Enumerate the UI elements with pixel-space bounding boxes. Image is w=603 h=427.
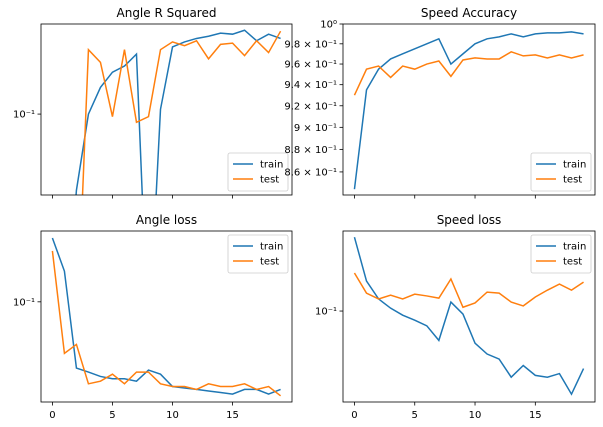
- x-tick-label: 0: [49, 410, 55, 421]
- subplot: Angle R Squared 10⁻¹ train test: [13, 6, 293, 199]
- plot-area: [353, 236, 585, 396]
- legend-label: train: [260, 242, 283, 253]
- legend-label: test: [563, 257, 582, 268]
- x-tick-label: 10: [469, 410, 482, 421]
- plot-area: [353, 31, 584, 190]
- y-tick-label: 9 × 10⁻¹: [294, 123, 337, 134]
- x-tick-label: 15: [226, 410, 239, 421]
- subplot-title: Speed Accuracy: [421, 6, 517, 20]
- y-tick-label: 10⁻¹: [315, 307, 337, 318]
- legend: train test: [227, 234, 289, 274]
- subplot: Speed loss 10⁻¹ 0 5 10 15 train test: [315, 213, 596, 421]
- legend-box: [227, 152, 289, 192]
- legend-box: [530, 152, 592, 192]
- axes-frame: [40, 23, 293, 196]
- series-line: [51, 237, 281, 395]
- y-tick-label: 10⁻¹: [13, 297, 35, 308]
- legend: train test: [530, 152, 592, 192]
- legend-label: train: [563, 242, 586, 253]
- axes-frame: [342, 230, 596, 403]
- legend: train test: [530, 234, 592, 274]
- legend: train test: [227, 152, 289, 192]
- series-line: [353, 272, 584, 309]
- legend-label: train: [563, 160, 586, 171]
- series-line: [81, 30, 282, 195]
- series-line: [353, 51, 584, 96]
- subplot-title: Angle R Squared: [117, 6, 217, 20]
- y-tick-label: 10⁰: [320, 20, 337, 31]
- subplot-title: Angle loss: [136, 213, 197, 227]
- y-tick-label: 9.6 × 10⁻¹: [284, 60, 337, 71]
- y-tick-label: 10⁻¹: [13, 110, 35, 121]
- y-tick-label: 9.8 × 10⁻¹: [284, 39, 337, 50]
- series-line: [51, 250, 282, 397]
- y-tick-label: 8.6 × 10⁻¹: [284, 167, 337, 178]
- axes-frame: [342, 23, 596, 196]
- x-tick-label: 5: [109, 410, 115, 421]
- plot-area: [75, 29, 282, 195]
- legend-box: [227, 234, 289, 274]
- series-line: [353, 236, 585, 396]
- legend-label: test: [260, 175, 279, 186]
- y-tick-label: 8.8 × 10⁻¹: [284, 145, 337, 156]
- legend-label: test: [260, 257, 279, 268]
- y-tick-label: 9.4 × 10⁻¹: [284, 80, 337, 91]
- legend-label: test: [563, 175, 582, 186]
- x-tick-label: 0: [351, 410, 357, 421]
- axes-frame: [40, 230, 293, 403]
- legend-box: [530, 234, 592, 274]
- subplot: Speed Accuracy 8.6 × 10⁻¹ 8.8 × 10⁻¹ 9 × 10…: [284, 6, 596, 199]
- subplot: Angle loss 10⁻¹ 0 5 10 15 train test: [13, 213, 293, 421]
- y-tick-label: 9.2 × 10⁻¹: [284, 101, 337, 112]
- plot-area: [51, 237, 282, 397]
- x-tick-label: 5: [412, 410, 418, 421]
- series-line: [75, 29, 281, 195]
- series-line: [353, 31, 584, 190]
- legend-label: train: [260, 160, 283, 171]
- subplot-title: Speed loss: [437, 213, 502, 227]
- x-tick-label: 15: [529, 410, 542, 421]
- x-tick-label: 10: [166, 410, 179, 421]
